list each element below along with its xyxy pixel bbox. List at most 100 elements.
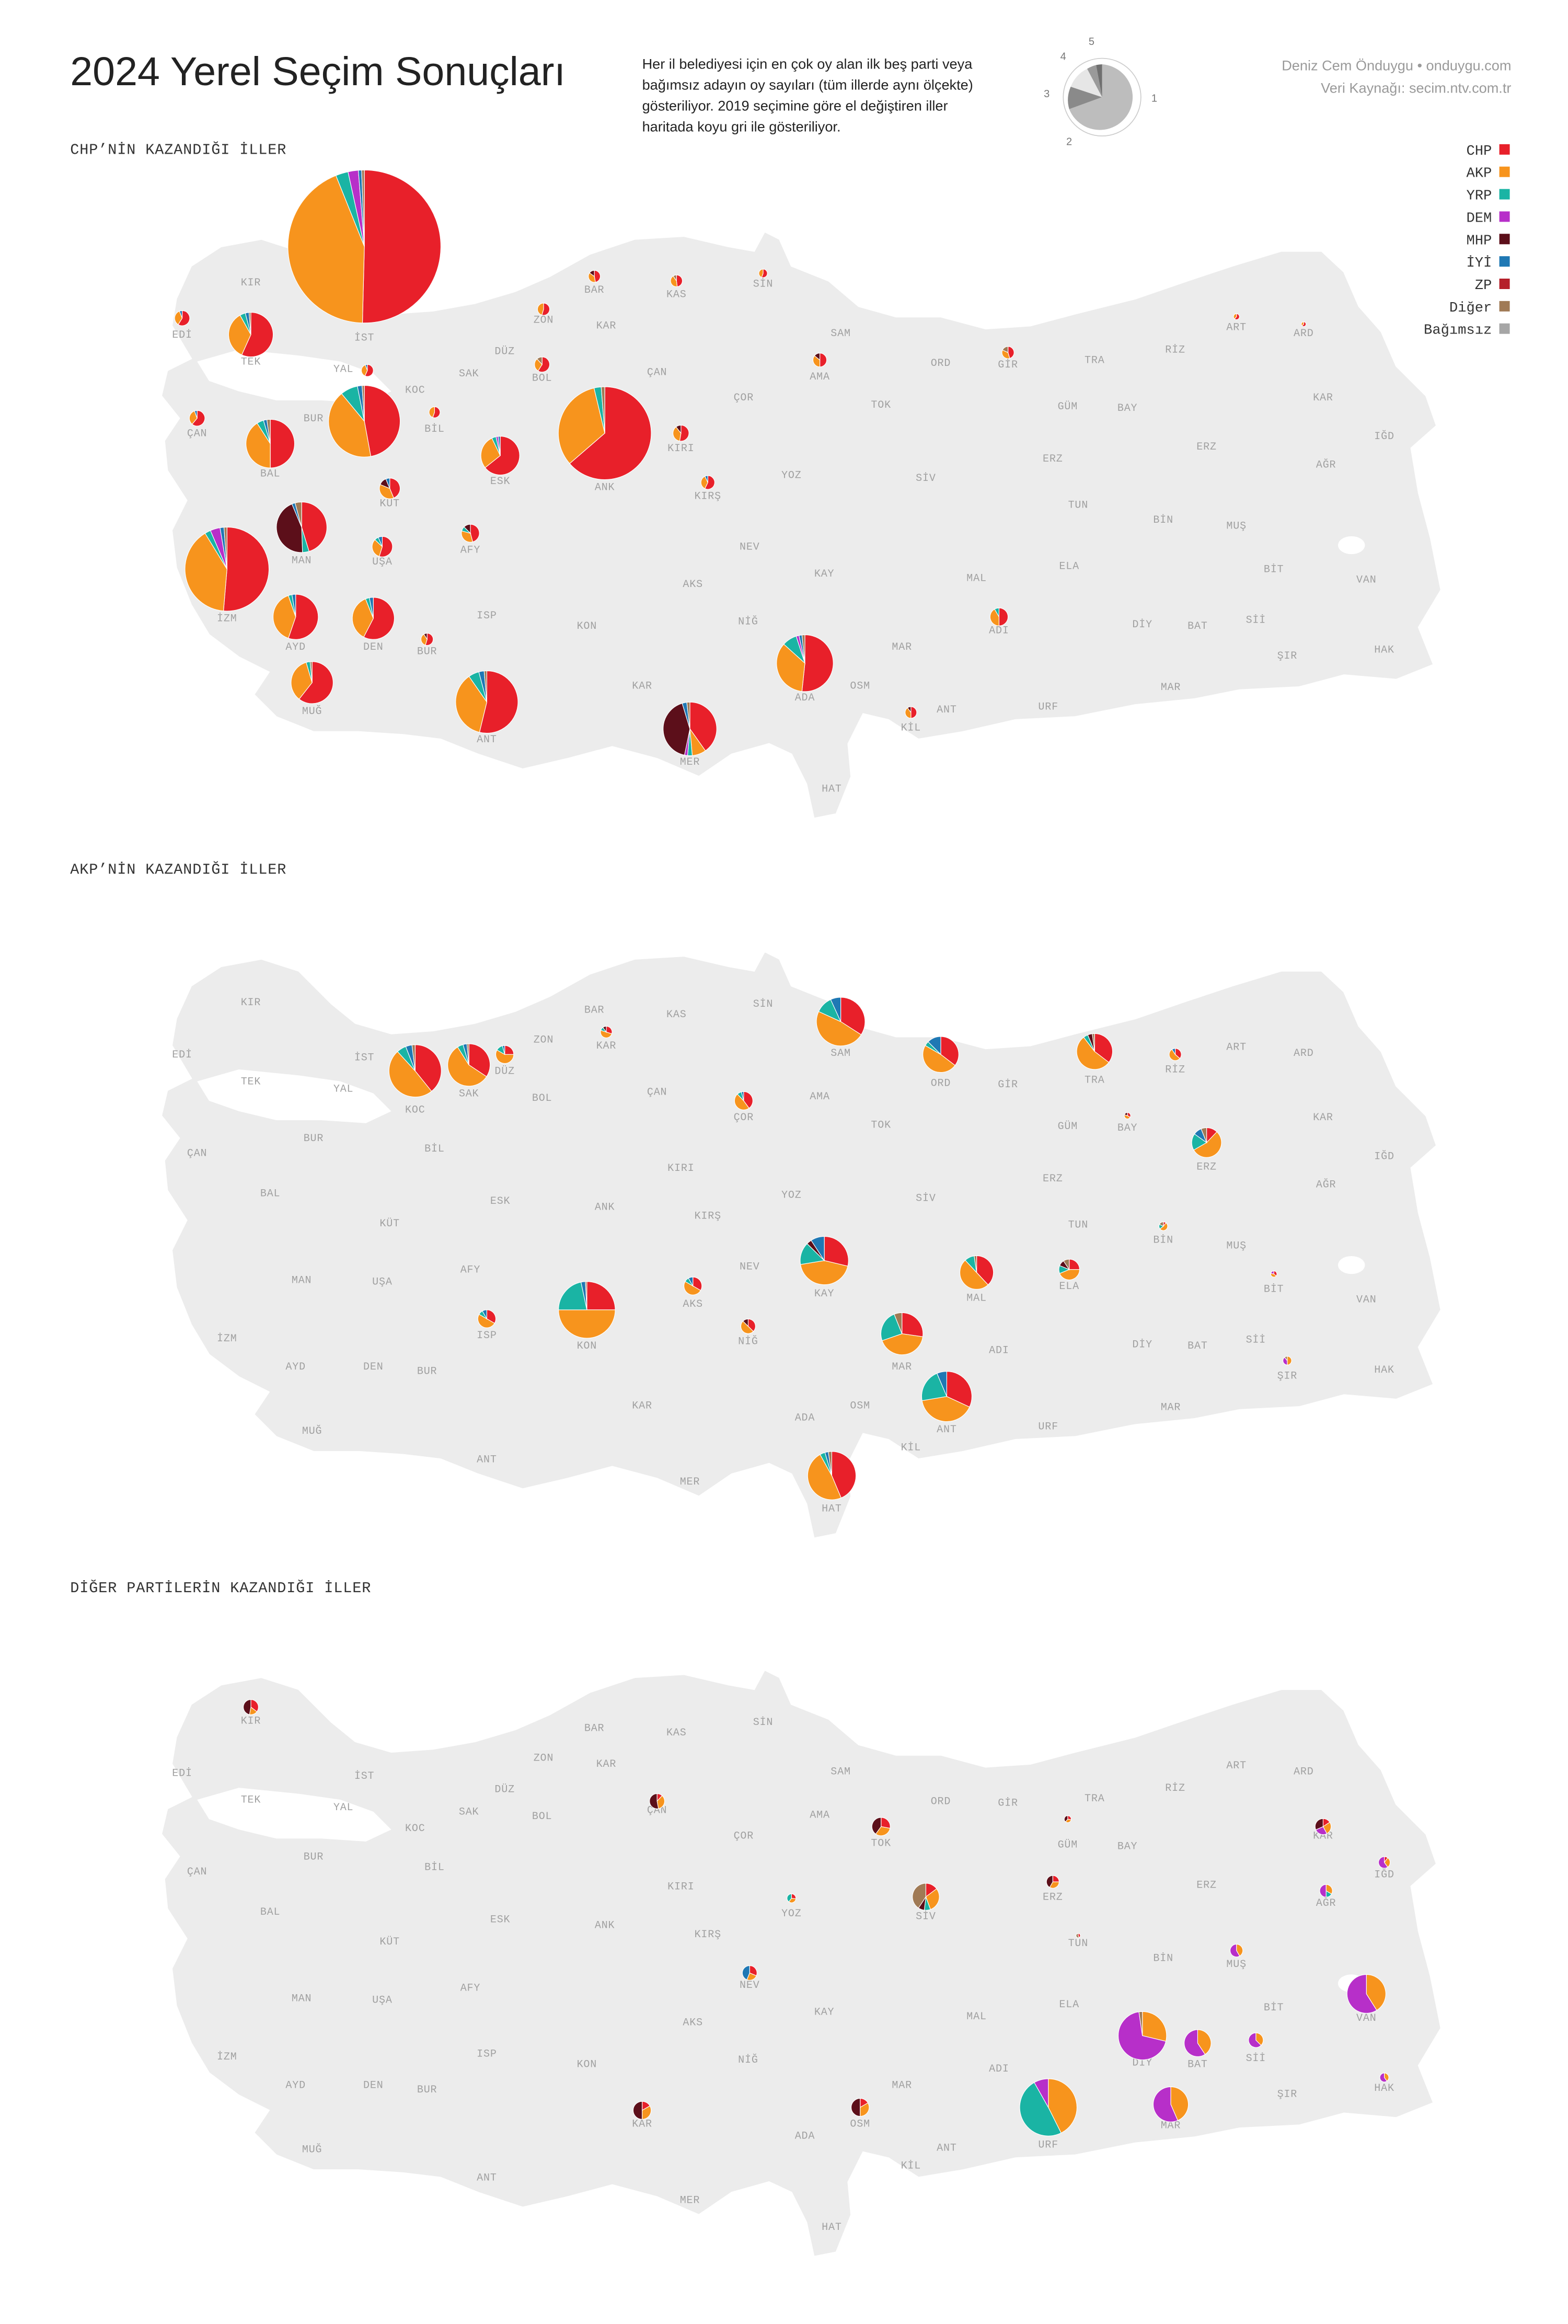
pie-slice: [363, 597, 395, 640]
province-label: ANT: [477, 2172, 497, 2184]
pie-slice: [1002, 346, 1009, 353]
province-label: AKS: [683, 1298, 703, 1310]
province-label: ISP: [477, 2048, 497, 2060]
province-label: BİN: [1153, 1234, 1173, 1246]
pie-slice: [686, 701, 690, 729]
province-label: YAL: [333, 1084, 354, 1096]
pie: [959, 1255, 994, 1290]
description-line: bağımsız adayın oy sayıları (tüm illerde…: [642, 77, 973, 93]
province-label: KAY: [814, 2006, 835, 2018]
province-label: ADA: [795, 2131, 815, 2143]
pie: [923, 1036, 959, 1073]
pie: [1169, 1048, 1182, 1061]
province-label: İST: [354, 1052, 375, 1064]
province-label: BİT: [1264, 2002, 1284, 2014]
maps: CHP’NİN KAZANDIĞI İLLER EDİ KIR TEK İST YAL KO…: [70, 141, 1442, 2258]
pie-slice: [925, 1888, 940, 1910]
pie: [700, 475, 715, 490]
pie: [189, 410, 205, 427]
province-label: ÇAN: [647, 366, 667, 378]
pie-slice: [679, 424, 689, 442]
pie-slice: [1287, 1356, 1292, 1365]
pie-slice: [470, 524, 480, 543]
province-label: BİT: [1264, 563, 1284, 576]
pie-slice: [1152, 2086, 1179, 2123]
pie-slice: [936, 1371, 948, 1397]
pie-slice: [362, 169, 441, 324]
province-label: NEV: [740, 1980, 760, 1992]
pie: [588, 270, 601, 283]
province-label: EDİ: [172, 329, 192, 341]
province-label: DEN: [363, 1361, 384, 1373]
pie-slice: [881, 1817, 891, 1829]
legend-swatch: [1499, 144, 1510, 155]
province-label: BUR: [417, 646, 437, 658]
province-label: Sİİ: [1246, 2053, 1266, 2065]
pie-slice: [828, 1451, 833, 1476]
province-label: KON: [577, 2058, 597, 2070]
province-label: BAL: [260, 468, 281, 480]
pie: [989, 607, 1009, 626]
province-label: TRA: [1085, 1793, 1105, 1805]
pie-slice: [1284, 1356, 1288, 1362]
province-label: Sİİ: [1246, 615, 1266, 627]
province-label: KAS: [666, 1009, 687, 1021]
province-label: KIRI: [667, 1163, 694, 1175]
pie-slice: [585, 1281, 587, 1310]
province-label: ÇAN: [187, 428, 207, 440]
pie: [455, 670, 518, 734]
pie-slice: [241, 312, 274, 358]
map: DİĞER PARTİLERİN KAZANDIĞI İLLER EDİ KIR TE…: [70, 1579, 1442, 2258]
pie-slice: [194, 410, 198, 419]
pie-slice: [558, 387, 605, 464]
key-slice: [1096, 64, 1102, 97]
province-label: NİĞ: [738, 2054, 758, 2066]
province-label: AĞR: [1316, 458, 1336, 471]
pie: [776, 634, 834, 692]
pie: [352, 597, 395, 640]
pie: [1046, 1875, 1059, 1889]
province-label: AFY: [460, 1264, 481, 1276]
pie-slice: [385, 478, 390, 489]
key-slice: [1087, 65, 1102, 97]
pie-slice: [369, 597, 374, 619]
pie-slice: [1008, 346, 1014, 359]
province-label: MAR: [1161, 2120, 1181, 2132]
province-label: ARD: [1294, 1766, 1314, 1778]
province-label: URF: [1038, 2139, 1058, 2152]
pie-slice: [1076, 1037, 1110, 1070]
province-label: ORD: [931, 1796, 951, 1808]
pie-slice: [352, 598, 374, 638]
pie: [558, 1281, 616, 1339]
province-label: ÇAN: [187, 1148, 207, 1160]
province-label: ÇOR: [734, 1112, 754, 1124]
pie-slice: [294, 501, 302, 527]
pie: [361, 364, 374, 377]
province-label: MER: [680, 1476, 700, 1488]
province-label: SİN: [753, 279, 774, 291]
province-label: KIRŞ: [695, 1929, 721, 1941]
province-label: ISP: [477, 1330, 497, 1342]
pie: [480, 435, 520, 476]
pie-slice: [291, 594, 296, 617]
province-label: GİR: [998, 1797, 1018, 1809]
pie-slice: [287, 175, 365, 324]
pie-slice: [270, 419, 295, 468]
pie: [673, 424, 689, 442]
province-label: MAN: [292, 555, 312, 567]
province-label: VAN: [1356, 2012, 1377, 2024]
pie-slice: [223, 526, 227, 569]
pie: [1283, 1356, 1292, 1365]
pie-slice: [1301, 321, 1307, 327]
province-label: OSM: [850, 2119, 870, 2131]
pie-slice: [814, 353, 821, 361]
size-key: 1 2 3 4 5: [1044, 36, 1157, 147]
province-label: ANT: [477, 1454, 497, 1466]
province-label: HAK: [1374, 645, 1394, 657]
province-label: HAT: [822, 1503, 842, 1515]
pie-slice: [851, 2098, 861, 2117]
province-label: SİV: [916, 1911, 936, 1923]
province-label: ÇAN: [187, 1866, 207, 1878]
pie: [1270, 1270, 1277, 1278]
province-label: ARD: [1294, 328, 1314, 340]
